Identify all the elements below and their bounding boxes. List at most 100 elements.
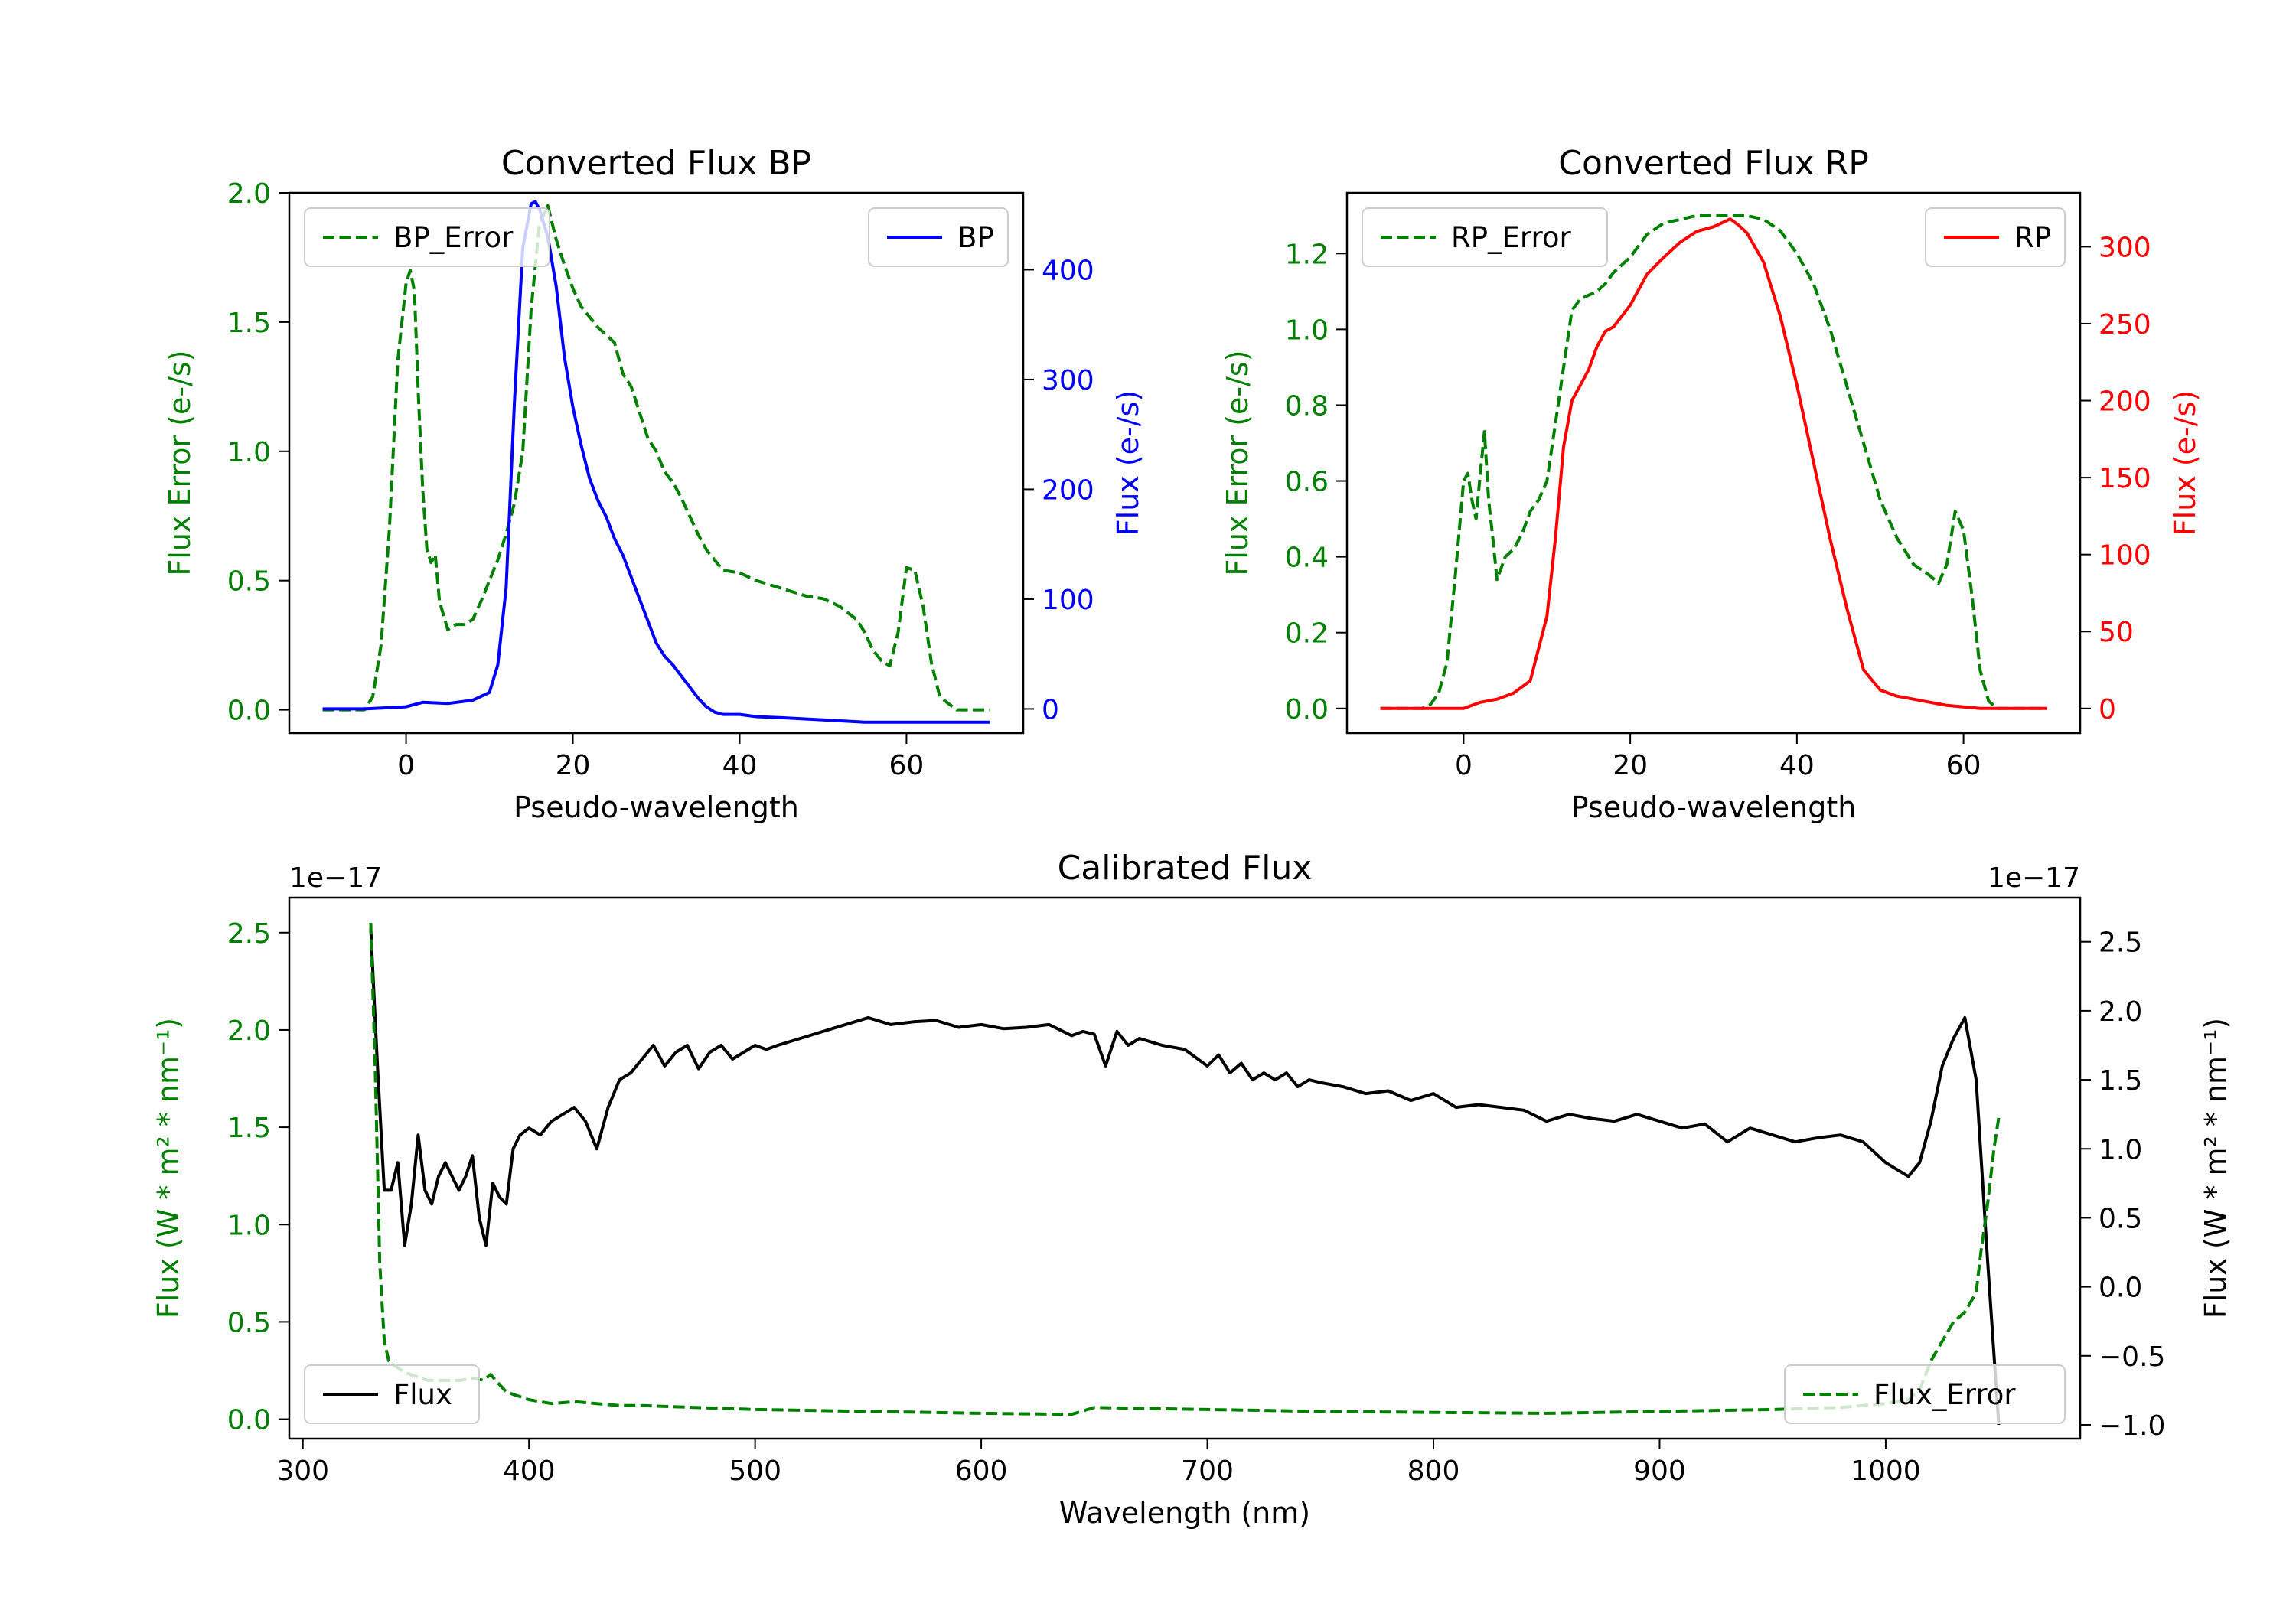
y-right-tick-label: 150 [2099, 463, 2151, 494]
axes-frame [1345, 191, 2082, 735]
y-right-tick-label: 0.0 [2099, 1273, 2142, 1304]
x-axis-label: Pseudo-wavelength [514, 790, 799, 824]
legend-box [1362, 207, 1608, 267]
y-right-tick-label: 300 [1042, 365, 1094, 396]
chart-title: Converted Flux RP [1558, 144, 1869, 183]
y-right-tick-label: 100 [2099, 540, 2151, 572]
series-line-rp-error [1380, 214, 2047, 710]
y-left-axis-label: Flux (W * m² * nm⁻¹) [152, 1018, 185, 1319]
x-tick-label: 20 [1613, 750, 1648, 781]
y-right-tick-label: 0.5 [2099, 1203, 2142, 1234]
y-right-tick-label: 0 [1042, 694, 1059, 725]
x-tick-label: 20 [556, 750, 591, 781]
legend-flux-error: Flux_Error [1784, 1364, 2066, 1424]
series-line-bp [322, 200, 990, 724]
x-tick-label: 700 [1181, 1455, 1234, 1487]
x-axis-label: Pseudo-wavelength [1571, 790, 1857, 824]
x-tick-label: 1000 [1851, 1455, 1921, 1487]
y-left-tick-label: 0.6 [1285, 467, 1329, 498]
y-left-tick-label: 0.0 [1285, 694, 1329, 725]
y-right-tick-label: 50 [2099, 617, 2134, 648]
y-left-tick-label: 0.8 [1285, 390, 1329, 422]
y-right-tick-label: 200 [2099, 386, 2151, 418]
legend-label: RP_Error [1451, 221, 1571, 254]
y-left-tick-label: 1.0 [227, 437, 271, 468]
axes-frame [288, 191, 1025, 735]
series-line-bp-error [322, 204, 990, 712]
y-left-tick-label: 1.5 [227, 1113, 271, 1144]
y-right-axis-label: Flux (e-/s) [1111, 390, 1145, 536]
x-tick-label: 300 [276, 1455, 329, 1487]
legend-label: BP_Error [393, 221, 514, 254]
y-left-tick-label: 0.2 [1285, 618, 1329, 650]
y-right-tick-label: −1.0 [2099, 1410, 2165, 1442]
y-right-offset-text: 1e−17 [1988, 862, 2080, 894]
legend-label: Flux_Error [1874, 1378, 2016, 1411]
legend-label: Flux [393, 1378, 452, 1411]
y-right-tick-label: 2.0 [2099, 996, 2142, 1028]
y-right-tick-label: 200 [1042, 474, 1094, 506]
legend-flux: Flux [304, 1364, 480, 1424]
y-right-tick-label: 1.0 [2099, 1134, 2142, 1165]
y-right-tick-label: 2.5 [2099, 927, 2142, 959]
series-line-flux [369, 927, 2001, 1426]
y-right-axis-label: Flux (e-/s) [2168, 390, 2202, 536]
y-left-tick-label: 1.5 [227, 308, 271, 339]
y-right-tick-label: 250 [2099, 309, 2151, 341]
y-left-tick-label: 0.5 [227, 1307, 271, 1338]
chart-bp: 0 20 40 60 0.0 0.5 1.0 1.5 2.0 0 100 200 300 400 Conve… [163, 144, 1145, 824]
legend-box [304, 1364, 480, 1424]
legend-rp: RP [1925, 207, 2066, 267]
legend-label: BP [957, 221, 994, 254]
series-line-flux-error [369, 923, 2001, 1416]
x-tick-label: 0 [397, 750, 415, 781]
x-tick-label: 40 [1779, 750, 1815, 781]
y-left-tick-label: 1.2 [1285, 239, 1329, 270]
y-left-tick-label: 0.4 [1285, 543, 1329, 574]
y-left-offset-text: 1e−17 [289, 862, 382, 894]
series-line-rp [1380, 217, 2047, 710]
y-left-tick-label: 2.5 [227, 918, 271, 950]
plot-area-rp [1380, 214, 2047, 710]
y-left-tick-label: 2.0 [227, 178, 271, 210]
y-right-tick-label: 100 [1042, 585, 1094, 616]
x-tick-label: 500 [729, 1455, 781, 1487]
chart-title: Converted Flux BP [501, 144, 811, 183]
axes-frame [288, 896, 2082, 1440]
chart-title: Calibrated Flux [1058, 849, 1313, 888]
y-left-axis-label: Flux Error (e-/s) [1221, 350, 1254, 575]
x-tick-label: 600 [955, 1455, 1008, 1487]
x-tick-label: 40 [722, 750, 758, 781]
legend-bp-error: BP_Error [304, 207, 550, 267]
y-right-tick-label: 1.5 [2099, 1065, 2142, 1097]
y-left-tick-label: 1.0 [1285, 315, 1329, 346]
chart-rp: 0 20 40 60 0.0 0.2 0.4 0.6 0.8 1.0 1.2 0 50 100 150 200… [1221, 144, 2202, 824]
y-left-tick-label: 2.0 [227, 1015, 271, 1047]
legend-label: RP [2014, 221, 2051, 254]
chart-cal: 300 400 500 600 700 800 900 1000 0.0 0.5 1.0 1.5 2.0… [152, 849, 2232, 1530]
legend-rp-error: RP_Error [1362, 207, 1608, 267]
y-left-tick-label: 0.0 [227, 696, 271, 727]
legend-box [304, 207, 550, 267]
x-tick-label: 60 [1946, 750, 1981, 781]
x-axis-label: Wavelength (nm) [1059, 1496, 1310, 1530]
x-tick-label: 60 [889, 750, 925, 781]
y-right-tick-label: 400 [1042, 255, 1094, 286]
plot-area-bp [322, 200, 990, 724]
y-left-tick-label: 1.0 [227, 1210, 271, 1241]
y-right-tick-label: −0.5 [2099, 1341, 2165, 1373]
y-right-axis-label: Flux (W * m² * nm⁻¹) [2199, 1018, 2232, 1319]
y-left-tick-label: 0.0 [227, 1405, 271, 1436]
x-tick-label: 0 [1455, 750, 1473, 781]
x-tick-label: 400 [503, 1455, 556, 1487]
x-tick-label: 800 [1407, 1455, 1460, 1487]
x-tick-label: 900 [1633, 1455, 1686, 1487]
legend-bp: BP [868, 207, 1009, 267]
y-right-tick-label: 0 [2099, 694, 2116, 725]
legend-box [1784, 1364, 2066, 1424]
y-right-tick-label: 300 [2099, 232, 2151, 263]
plot-area-cal [369, 923, 2001, 1426]
y-left-tick-label: 0.5 [227, 566, 271, 598]
y-left-axis-label: Flux Error (e-/s) [163, 350, 197, 575]
